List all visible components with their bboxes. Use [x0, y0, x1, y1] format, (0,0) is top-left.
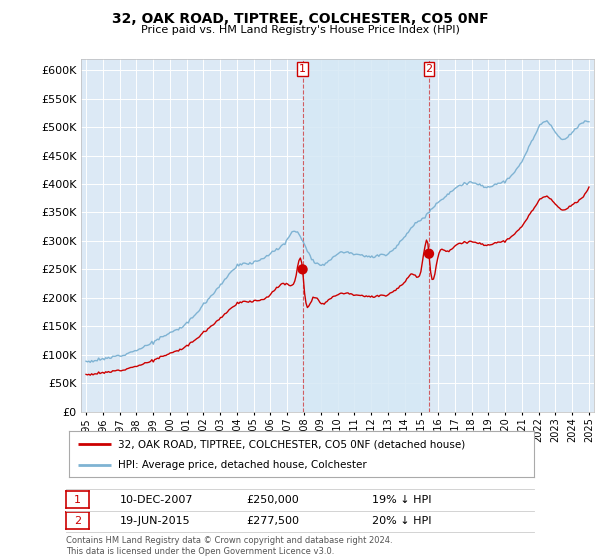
Text: 1: 1: [74, 494, 81, 505]
Text: 20% ↓ HPI: 20% ↓ HPI: [372, 516, 431, 526]
Text: £250,000: £250,000: [246, 494, 299, 505]
Text: £277,500: £277,500: [246, 516, 299, 526]
Text: 2: 2: [425, 64, 433, 74]
Text: 32, OAK ROAD, TIPTREE, COLCHESTER, CO5 0NF: 32, OAK ROAD, TIPTREE, COLCHESTER, CO5 0…: [112, 12, 488, 26]
Text: Contains HM Land Registry data © Crown copyright and database right 2024.
This d: Contains HM Land Registry data © Crown c…: [66, 536, 392, 556]
Text: 19-JUN-2015: 19-JUN-2015: [120, 516, 191, 526]
Text: HPI: Average price, detached house, Colchester: HPI: Average price, detached house, Colc…: [118, 460, 367, 470]
Bar: [302, 59, 429, 412]
Text: 10-DEC-2007: 10-DEC-2007: [120, 494, 193, 505]
Text: 1: 1: [299, 64, 306, 74]
Text: Price paid vs. HM Land Registry's House Price Index (HPI): Price paid vs. HM Land Registry's House …: [140, 25, 460, 35]
Text: 19% ↓ HPI: 19% ↓ HPI: [372, 494, 431, 505]
Text: 2: 2: [74, 516, 81, 526]
Text: 32, OAK ROAD, TIPTREE, COLCHESTER, CO5 0NF (detached house): 32, OAK ROAD, TIPTREE, COLCHESTER, CO5 0…: [118, 439, 465, 449]
Point: [298, 265, 307, 274]
Point: [424, 249, 434, 258]
